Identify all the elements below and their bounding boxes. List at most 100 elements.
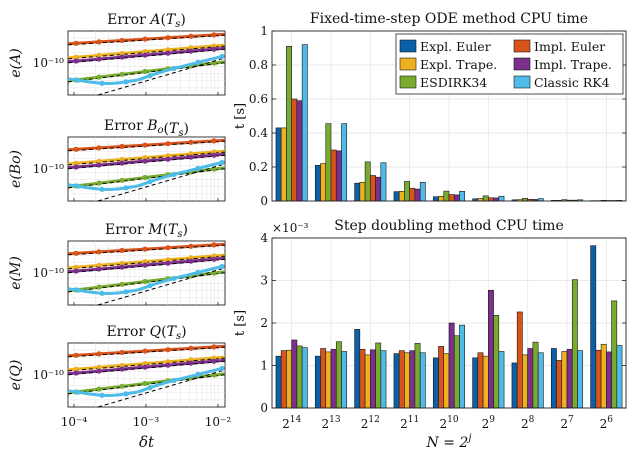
bar bbox=[393, 353, 400, 409]
series-marker bbox=[96, 180, 102, 186]
bar bbox=[398, 350, 405, 409]
chart-title: Fixed-time-step ODE method CPU time bbox=[310, 11, 588, 27]
bar bbox=[443, 190, 450, 202]
series-marker bbox=[73, 366, 79, 372]
legend-box bbox=[395, 33, 624, 95]
bar bbox=[286, 45, 292, 202]
series-marker bbox=[171, 275, 177, 282]
series-marker bbox=[147, 283, 153, 289]
error-panel-3: Error M(Ts) 10⁻¹⁰ e(M) bbox=[8, 222, 226, 306]
y-tick-label: 0.2 bbox=[249, 160, 268, 174]
bar bbox=[482, 195, 489, 202]
series-marker bbox=[188, 258, 194, 264]
legend: Expl. Euler Impl. Euler Expl. Trape. Impl. … bbox=[395, 33, 624, 95]
y-tick-label: 0 bbox=[260, 194, 268, 208]
y-tick-label: 10⁻¹⁰ bbox=[33, 56, 64, 70]
y-tick-label: 2 bbox=[260, 316, 268, 330]
bar bbox=[359, 182, 366, 202]
series-marker bbox=[99, 392, 105, 398]
series-marker bbox=[219, 365, 225, 372]
series-marker bbox=[142, 246, 148, 252]
bar bbox=[606, 351, 612, 409]
series-marker bbox=[96, 145, 102, 151]
legend-swatch bbox=[399, 39, 417, 53]
bar bbox=[291, 98, 298, 202]
error-panel-ylabel: e(M) bbox=[8, 256, 24, 290]
series-marker bbox=[119, 54, 125, 60]
bar bbox=[341, 123, 348, 202]
y-tick-label: 1 bbox=[260, 359, 268, 373]
series-marker bbox=[188, 243, 194, 249]
bar bbox=[511, 362, 518, 409]
series-marker bbox=[119, 264, 125, 270]
bar bbox=[493, 197, 500, 202]
y-tick-label: 0.6 bbox=[249, 92, 268, 106]
series-marker bbox=[75, 77, 81, 83]
bar bbox=[419, 182, 426, 202]
bar bbox=[453, 194, 460, 202]
y-tick-label: 10⁻¹⁰ bbox=[33, 162, 64, 176]
bar bbox=[459, 191, 466, 202]
bar bbox=[320, 348, 327, 409]
series-marker bbox=[165, 141, 171, 147]
series-marker bbox=[96, 364, 102, 370]
x-tick-label: 212 bbox=[361, 415, 380, 431]
bar bbox=[280, 127, 287, 202]
error-panel-ylabel: e(Q) bbox=[8, 360, 24, 391]
series-marker bbox=[119, 50, 125, 57]
bar bbox=[414, 343, 421, 409]
series-marker bbox=[188, 139, 194, 145]
series-marker bbox=[188, 360, 194, 366]
error-panel-4: Error Q(Ts) 10⁻¹⁰ e(Q) bbox=[8, 324, 226, 408]
bar bbox=[595, 349, 602, 409]
series-marker bbox=[123, 185, 129, 191]
series-marker bbox=[211, 358, 217, 364]
bar bbox=[364, 354, 371, 409]
bar bbox=[493, 315, 500, 409]
series-marker bbox=[195, 59, 201, 65]
series-marker bbox=[188, 345, 194, 351]
legend-label: Impl. Euler bbox=[534, 39, 605, 54]
x-tick-label: 210 bbox=[439, 415, 458, 431]
series-marker bbox=[96, 249, 102, 255]
error-panel-title: Error M(Ts) bbox=[105, 222, 188, 240]
series-marker bbox=[99, 290, 105, 296]
bar bbox=[275, 355, 282, 409]
bar bbox=[432, 357, 439, 409]
error-panel-2: Error Bo(Ts) 10⁻¹⁰ e(Bo) bbox=[8, 118, 226, 202]
bar bbox=[561, 351, 568, 409]
series-marker bbox=[142, 142, 148, 148]
bar bbox=[453, 335, 460, 409]
bar bbox=[280, 350, 287, 409]
bar bbox=[286, 349, 292, 409]
reference-line bbox=[97, 369, 226, 408]
series-marker bbox=[165, 50, 171, 56]
bar bbox=[320, 163, 327, 202]
bar bbox=[522, 354, 528, 409]
bar bbox=[498, 195, 505, 202]
bar bbox=[459, 324, 466, 409]
series-marker bbox=[165, 260, 171, 266]
series-marker bbox=[171, 377, 177, 384]
bar bbox=[537, 352, 544, 409]
error-panel-ylabel: e(Bo) bbox=[8, 150, 24, 188]
bar bbox=[448, 322, 455, 409]
bar bbox=[370, 349, 376, 409]
x-tick-label: 214 bbox=[282, 415, 301, 431]
series-marker bbox=[119, 281, 125, 287]
bar bbox=[482, 355, 489, 409]
bar bbox=[472, 357, 479, 409]
bar bbox=[275, 127, 282, 202]
bar bbox=[301, 44, 308, 202]
series-marker bbox=[73, 160, 79, 166]
series-marker bbox=[119, 160, 125, 166]
series-marker bbox=[119, 366, 125, 372]
series-marker bbox=[119, 37, 125, 44]
x-tick-label: 27 bbox=[560, 415, 574, 431]
bar bbox=[527, 348, 534, 409]
bar bbox=[409, 187, 416, 202]
series-marker bbox=[142, 36, 148, 42]
x-tick-label: 211 bbox=[400, 415, 419, 431]
legend-swatch bbox=[513, 39, 531, 53]
bar bbox=[550, 348, 557, 409]
